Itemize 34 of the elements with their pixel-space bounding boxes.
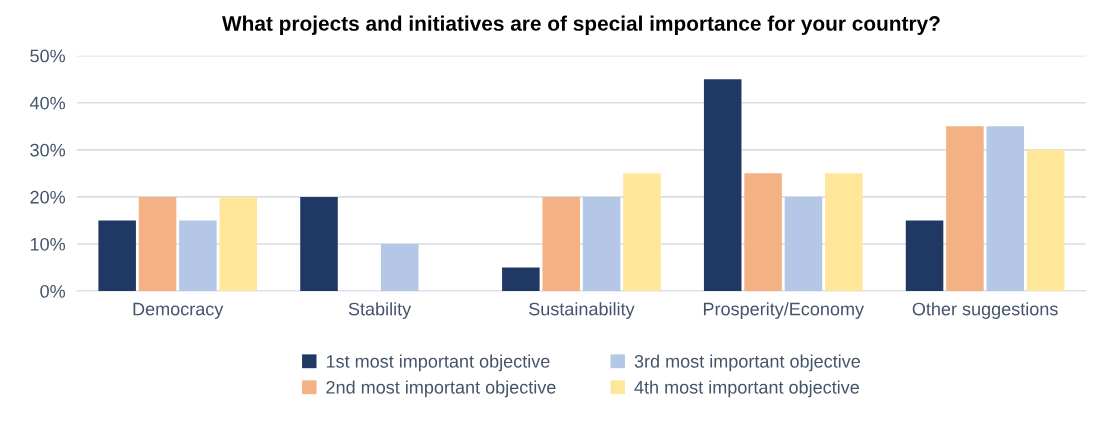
bar: [582, 196, 621, 292]
legend-label: 3rd most important objective: [634, 354, 860, 372]
bar: [179, 220, 217, 292]
y-tick-label: 10%: [30, 237, 66, 251]
bar: [744, 173, 782, 292]
legend-label: 4th most important objective: [634, 380, 859, 398]
bar: [986, 126, 1025, 292]
bar: [98, 220, 136, 292]
bar: [703, 79, 742, 292]
bar: [1026, 149, 1065, 292]
legend-label: 1st most important objective: [326, 354, 550, 372]
bar: [502, 267, 540, 292]
y-tick-label: 0%: [40, 284, 66, 298]
y-tick-label: 30%: [30, 143, 66, 157]
bar: [825, 173, 863, 292]
bar: [300, 196, 338, 292]
bar: [219, 196, 258, 292]
bar: [623, 173, 661, 292]
chart-title: What projects and initiatives are of special importance for your country?: [222, 15, 940, 35]
y-tick-label: 20%: [30, 190, 66, 204]
legend-label: 2nd most important objective: [326, 380, 556, 398]
x-tick-label: Other suggestions: [912, 302, 1058, 319]
bar: [380, 243, 419, 292]
x-tick-label: Democracy: [133, 302, 224, 319]
bar: [946, 126, 984, 292]
x-tick-label: Sustainability: [529, 302, 635, 319]
x-tick-label: Stability: [348, 302, 412, 319]
y-tick-label: 40%: [29, 96, 66, 110]
y-tick-label: 50%: [30, 49, 66, 63]
x-tick-label: Prosperity/Economy: [703, 302, 865, 319]
bar: [542, 196, 580, 292]
bar: [138, 196, 177, 292]
bar: [784, 196, 823, 292]
bar: [905, 220, 944, 292]
